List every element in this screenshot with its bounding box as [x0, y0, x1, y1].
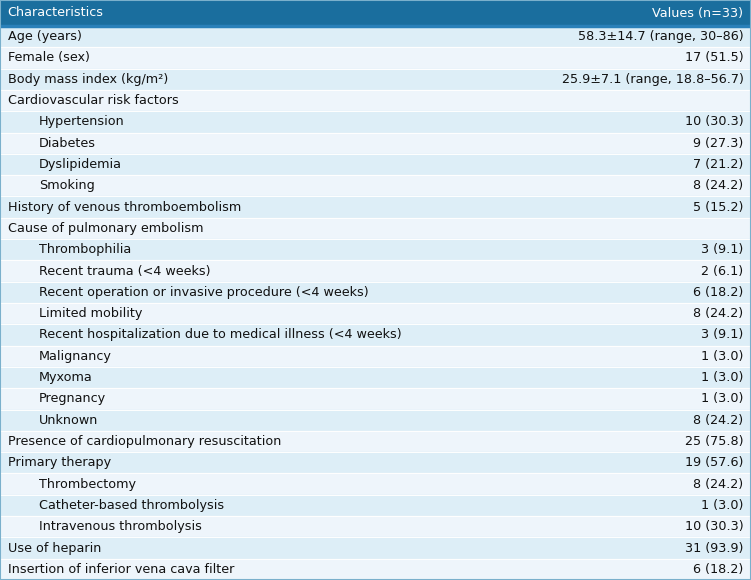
Text: 19 (57.6): 19 (57.6) [685, 456, 743, 469]
Text: 25 (75.8): 25 (75.8) [685, 435, 743, 448]
Bar [0, 452, 751, 473]
Text: Catheter-based thrombolysis: Catheter-based thrombolysis [39, 499, 225, 512]
Text: Cause of pulmonary embolism: Cause of pulmonary embolism [8, 222, 203, 235]
Text: Body mass index (kg/m²): Body mass index (kg/m²) [8, 72, 167, 86]
Bar [0, 0, 751, 26]
Bar [0, 538, 751, 559]
Text: Thrombophilia: Thrombophilia [39, 243, 131, 256]
Text: 8 (24.2): 8 (24.2) [693, 477, 743, 491]
Text: Hypertension: Hypertension [39, 115, 125, 128]
Bar [0, 303, 751, 324]
Text: Myxoma: Myxoma [39, 371, 93, 384]
Bar [0, 559, 751, 580]
Bar [0, 154, 751, 175]
Text: Presence of cardiopulmonary resuscitation: Presence of cardiopulmonary resuscitatio… [8, 435, 281, 448]
Bar [0, 346, 751, 367]
Bar [0, 133, 751, 154]
Bar [0, 367, 751, 388]
Text: Dyslipidemia: Dyslipidemia [39, 158, 122, 171]
Text: Limited mobility: Limited mobility [39, 307, 143, 320]
Bar [0, 409, 751, 431]
Text: Diabetes: Diabetes [39, 137, 96, 150]
Text: 1 (3.0): 1 (3.0) [701, 393, 743, 405]
Text: 9 (27.3): 9 (27.3) [693, 137, 743, 150]
Text: 8 (24.2): 8 (24.2) [693, 307, 743, 320]
Text: Malignancy: Malignancy [39, 350, 112, 362]
Text: 1 (3.0): 1 (3.0) [701, 499, 743, 512]
Bar [0, 197, 751, 218]
Text: 6 (18.2): 6 (18.2) [693, 563, 743, 576]
Text: 10 (30.3): 10 (30.3) [685, 520, 743, 533]
Bar [0, 90, 751, 111]
Text: Use of heparin: Use of heparin [8, 542, 101, 554]
Text: Thrombectomy: Thrombectomy [39, 477, 136, 491]
Text: 6 (18.2): 6 (18.2) [693, 286, 743, 299]
Bar [0, 324, 751, 346]
Bar [0, 260, 751, 282]
Text: Characteristics: Characteristics [8, 6, 104, 20]
Text: Smoking: Smoking [39, 179, 95, 193]
Text: 8 (24.2): 8 (24.2) [693, 179, 743, 193]
Text: 5 (15.2): 5 (15.2) [693, 201, 743, 213]
Bar [0, 282, 751, 303]
Bar [0, 111, 751, 133]
Text: Recent hospitalization due to medical illness (<4 weeks): Recent hospitalization due to medical il… [39, 328, 402, 342]
Text: Pregnancy: Pregnancy [39, 393, 106, 405]
Text: History of venous thromboembolism: History of venous thromboembolism [8, 201, 241, 213]
Text: 58.3±14.7 (range, 30–86): 58.3±14.7 (range, 30–86) [578, 30, 743, 43]
Bar [0, 473, 751, 495]
Bar [0, 239, 751, 260]
Text: 10 (30.3): 10 (30.3) [685, 115, 743, 128]
Text: 31 (93.9): 31 (93.9) [685, 542, 743, 554]
Bar [0, 175, 751, 197]
Text: 25.9±7.1 (range, 18.8–56.7): 25.9±7.1 (range, 18.8–56.7) [562, 72, 743, 86]
Text: 7 (21.2): 7 (21.2) [693, 158, 743, 171]
Text: Intravenous thrombolysis: Intravenous thrombolysis [39, 520, 202, 533]
Text: Insertion of inferior vena cava filter: Insertion of inferior vena cava filter [8, 563, 234, 576]
Text: 3 (9.1): 3 (9.1) [701, 243, 743, 256]
Text: 3 (9.1): 3 (9.1) [701, 328, 743, 342]
Text: Female (sex): Female (sex) [8, 52, 89, 64]
Bar [0, 48, 751, 68]
Bar [0, 388, 751, 409]
Text: Recent operation or invasive procedure (<4 weeks): Recent operation or invasive procedure (… [39, 286, 369, 299]
Text: 17 (51.5): 17 (51.5) [685, 52, 743, 64]
Text: Recent trauma (<4 weeks): Recent trauma (<4 weeks) [39, 264, 210, 278]
Text: 1 (3.0): 1 (3.0) [701, 371, 743, 384]
Text: Cardiovascular risk factors: Cardiovascular risk factors [8, 94, 178, 107]
Text: Unknown: Unknown [39, 414, 98, 427]
Text: 2 (6.1): 2 (6.1) [701, 264, 743, 278]
Bar [0, 218, 751, 239]
Text: 8 (24.2): 8 (24.2) [693, 414, 743, 427]
Text: Age (years): Age (years) [8, 30, 81, 43]
Text: Primary therapy: Primary therapy [8, 456, 110, 469]
Bar [0, 26, 751, 48]
Text: Values (n=33): Values (n=33) [653, 6, 743, 20]
Bar [0, 431, 751, 452]
Bar [0, 495, 751, 516]
Bar [0, 68, 751, 90]
Bar [0, 516, 751, 538]
Text: 1 (3.0): 1 (3.0) [701, 350, 743, 362]
